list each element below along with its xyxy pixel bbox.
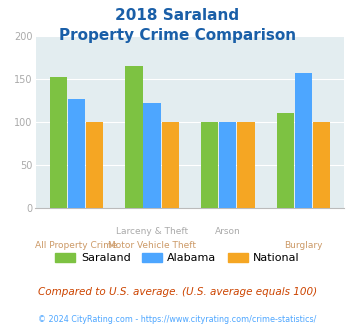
Bar — [125, 66, 143, 208]
Bar — [86, 122, 103, 208]
Bar — [313, 122, 330, 208]
Bar — [219, 122, 236, 208]
Text: Compared to U.S. average. (U.S. average equals 100): Compared to U.S. average. (U.S. average … — [38, 287, 317, 297]
Bar — [295, 73, 312, 208]
Text: Larceny & Theft: Larceny & Theft — [116, 227, 188, 236]
Text: Motor Vehicle Theft: Motor Vehicle Theft — [108, 241, 196, 250]
Bar — [277, 113, 294, 208]
Bar — [143, 103, 161, 208]
Legend: Saraland, Alabama, National: Saraland, Alabama, National — [51, 248, 304, 268]
Bar — [50, 78, 67, 208]
Text: Burglary: Burglary — [284, 241, 323, 250]
Text: Property Crime Comparison: Property Crime Comparison — [59, 28, 296, 43]
Bar — [201, 122, 218, 208]
Bar — [68, 99, 85, 208]
Bar — [162, 122, 179, 208]
Text: Arson: Arson — [215, 227, 241, 236]
Bar — [237, 122, 255, 208]
Text: 2018 Saraland: 2018 Saraland — [115, 8, 240, 23]
Text: © 2024 CityRating.com - https://www.cityrating.com/crime-statistics/: © 2024 CityRating.com - https://www.city… — [38, 314, 317, 324]
Text: All Property Crime: All Property Crime — [35, 241, 118, 250]
